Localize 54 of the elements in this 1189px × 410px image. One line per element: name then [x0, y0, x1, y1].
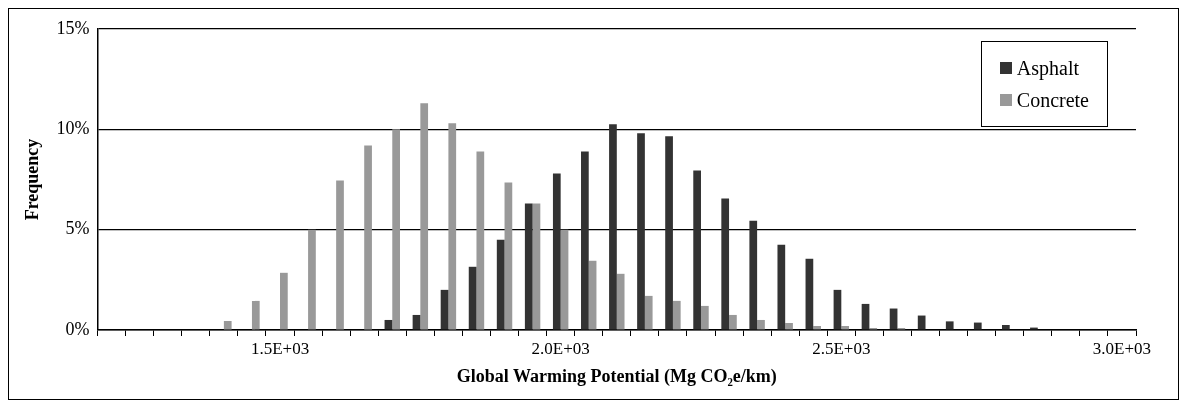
bar	[973, 322, 982, 330]
bar	[392, 129, 400, 330]
bar	[448, 123, 457, 330]
bar	[729, 314, 737, 330]
bar	[616, 273, 625, 330]
bar	[251, 300, 260, 330]
bar	[749, 220, 758, 330]
bar	[420, 103, 429, 330]
y-tick-label: 15%	[56, 17, 90, 38]
bar	[308, 229, 316, 330]
bar	[813, 325, 821, 330]
bar	[280, 272, 288, 330]
bar	[581, 151, 589, 330]
bar	[644, 295, 653, 330]
legend-label: Concrete	[1016, 88, 1089, 113]
bar	[700, 305, 709, 330]
bar	[364, 145, 372, 330]
bar	[665, 136, 673, 330]
bar	[588, 260, 597, 330]
bar	[468, 266, 477, 330]
y-tick-label: 10%	[56, 118, 90, 139]
y-tick-label: 5%	[65, 218, 90, 239]
bar	[841, 325, 850, 330]
bar	[757, 319, 765, 330]
bar	[223, 320, 232, 330]
bar	[560, 229, 569, 330]
bar	[1001, 324, 1010, 330]
bar	[917, 315, 926, 330]
bar	[693, 170, 701, 330]
bar	[524, 203, 533, 330]
bar	[336, 180, 344, 330]
bar	[833, 289, 842, 330]
bar	[504, 182, 513, 330]
bar	[785, 322, 793, 330]
bar	[805, 258, 814, 330]
x-tick-label: 3.0E+03	[1092, 338, 1152, 358]
bar	[476, 151, 485, 330]
x-tick-label: 2.0E+03	[531, 338, 590, 358]
bar	[552, 173, 561, 330]
bar	[637, 133, 645, 330]
bar	[721, 198, 730, 330]
bar	[945, 321, 954, 330]
x-tick-label: 2.5E+03	[812, 338, 871, 358]
bar	[609, 124, 617, 330]
bar	[496, 239, 505, 330]
legend-label: Asphalt	[1016, 56, 1080, 82]
bar	[440, 289, 449, 330]
bar	[777, 244, 786, 330]
y-axis-title: Frequency	[22, 138, 43, 221]
y-tick-label: 0%	[65, 318, 90, 339]
x-axis-title: Global Warming Potential (Mg CO₂e/km)	[456, 365, 777, 387]
bar	[532, 203, 541, 330]
bar	[672, 300, 681, 330]
x-tick-label: 1.5E+03	[250, 338, 310, 358]
